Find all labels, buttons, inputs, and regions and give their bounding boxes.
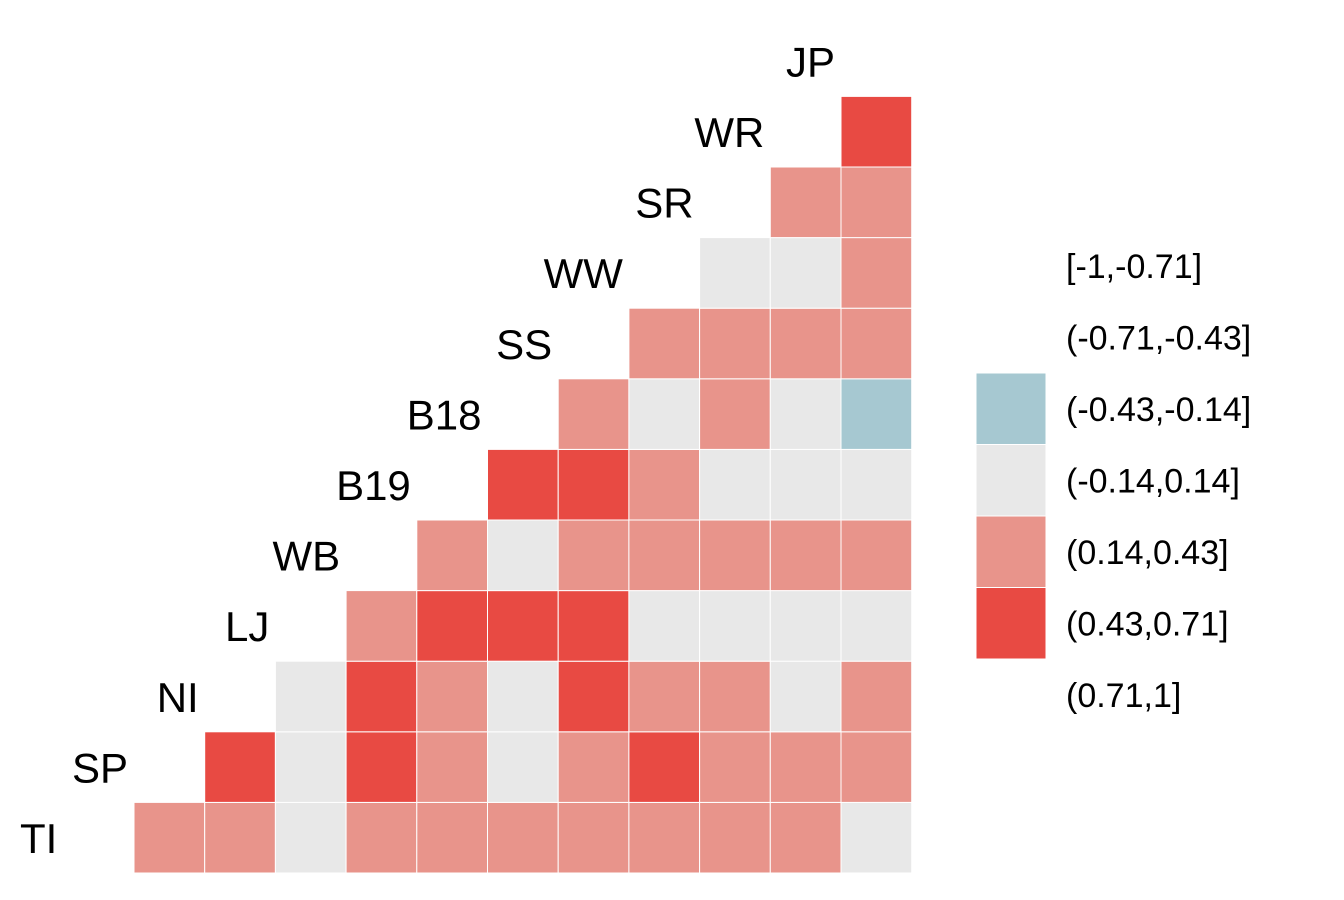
heatmap-cell-SS-TI xyxy=(557,801,630,874)
legend-swatch-3 xyxy=(975,444,1047,517)
variable-label-lj: LJ xyxy=(225,603,269,650)
variable-label-sr: SR xyxy=(635,180,693,227)
heatmap-cell-B19-LJ xyxy=(416,590,488,662)
heatmap-cell-B18-B19 xyxy=(487,448,559,521)
heatmap-cell-LJ-SP xyxy=(274,731,347,803)
heatmap-cell-WW-TI xyxy=(628,801,701,874)
heatmap-cell-JP-WB xyxy=(840,519,913,592)
heatmap-cell-JP-NI xyxy=(840,660,913,733)
legend-swatch-5 xyxy=(975,587,1047,660)
heatmap-cell-WR-SS xyxy=(769,307,842,380)
variable-label-wb: WB xyxy=(272,533,340,580)
heatmap-cell-SR-LJ xyxy=(699,590,771,662)
heatmap-cell-SR-TI xyxy=(699,801,771,874)
heatmap-cell-SS-SP xyxy=(557,731,630,803)
heatmap-cell-B19-NI xyxy=(416,660,488,733)
heatmap-cell-JP-LJ xyxy=(840,590,913,662)
heatmap-cell-SR-WB xyxy=(699,519,771,592)
heatmap-cell-SR-B18 xyxy=(699,378,771,450)
legend: [-1,-0.71] (-0.71,-0.43] (-0.43,-0.14] (-0.… xyxy=(975,248,1251,715)
heatmap-cell-JP-SS xyxy=(840,307,913,380)
heatmap-cell-WB-NI xyxy=(345,660,418,733)
heatmap-cell-WR-WW xyxy=(769,237,842,309)
legend-label-5: (0.43,0.71] xyxy=(1066,605,1229,643)
heatmap-cell-WR-B18 xyxy=(769,378,842,450)
heatmap-cell-JP-WR xyxy=(840,95,913,168)
heatmap-cell-WR-B19 xyxy=(769,448,842,521)
heatmap-cell-WW-NI xyxy=(628,660,701,733)
variable-label-wr: WR xyxy=(694,109,764,156)
legend-label-1: (-0.71,-0.43] xyxy=(1066,319,1251,357)
heatmap-cell-JP-SP xyxy=(840,731,913,803)
heatmap-cell-JP-B19 xyxy=(840,448,913,521)
heatmap-cell-WR-SR xyxy=(769,166,842,239)
heatmap-cell-WW-SS xyxy=(628,307,701,380)
heatmap-cell-WW-LJ xyxy=(628,590,701,662)
variable-label-b18: B18 xyxy=(407,391,482,438)
heatmap-cell-WR-WB xyxy=(769,519,842,592)
heatmap-cell-WR-SP xyxy=(769,731,842,803)
heatmap-cell-B18-NI xyxy=(487,660,559,733)
heatmap-cells xyxy=(133,95,913,874)
variable-label-sp: SP xyxy=(72,744,128,791)
heatmap-cell-WB-SP xyxy=(345,731,418,803)
heatmap-cell-B18-TI xyxy=(487,801,559,874)
variable-label-jp: JP xyxy=(786,38,835,85)
legend-label-3: (-0.14,0.14] xyxy=(1066,462,1240,500)
variable-label-ss: SS xyxy=(496,321,552,368)
heatmap-cell-SS-NI xyxy=(557,660,630,733)
legend-label-2: (-0.43,-0.14] xyxy=(1066,391,1251,429)
heatmap-cell-SR-SP xyxy=(699,731,771,803)
heatmap-cell-SR-B19 xyxy=(699,448,771,521)
heatmap-cell-SS-LJ xyxy=(557,590,630,662)
heatmap-cell-LJ-TI xyxy=(274,801,347,874)
heatmap-cell-WB-TI xyxy=(345,801,418,874)
heatmap-cell-SS-WB xyxy=(557,519,630,592)
heatmap-cell-NI-TI xyxy=(204,801,276,874)
variable-label-b19: B19 xyxy=(336,462,411,509)
heatmap-cell-WW-WB xyxy=(628,519,701,592)
heatmap-cell-SS-B19 xyxy=(557,448,630,521)
heatmap-cell-WB-LJ xyxy=(345,590,418,662)
heatmap-cell-SP-TI xyxy=(133,801,206,874)
heatmap-cell-JP-SR xyxy=(840,166,913,239)
legend-label-6: (0.71,1] xyxy=(1066,677,1181,715)
legend-label-4: (0.14,0.43] xyxy=(1066,534,1229,572)
heatmap-cell-SR-NI xyxy=(699,660,771,733)
heatmap-cell-WR-NI xyxy=(769,660,842,733)
legend-label-0: [-1,-0.71] xyxy=(1066,248,1202,286)
legend-swatch-4 xyxy=(975,515,1047,588)
heatmap-cell-JP-B18 xyxy=(840,378,913,450)
heatmap-cell-WR-LJ xyxy=(769,590,842,662)
heatmap-cell-NI-SP xyxy=(204,731,276,803)
heatmap-cell-WW-B19 xyxy=(628,448,701,521)
heatmap-cell-B18-LJ xyxy=(487,590,559,662)
heatmap-cell-JP-WW xyxy=(840,237,913,309)
heatmap-cell-WW-SP xyxy=(628,731,701,803)
heatmap-cell-SR-WW xyxy=(699,237,771,309)
heatmap-cell-B19-WB xyxy=(416,519,488,592)
heatmap-cell-SR-SS xyxy=(699,307,771,380)
variable-label-ni: NI xyxy=(157,674,199,721)
variable-label-ti: TI xyxy=(20,815,57,862)
heatmap-cell-WR-TI xyxy=(769,801,842,874)
heatmap-cell-LJ-NI xyxy=(274,660,347,733)
legend-swatch-2 xyxy=(975,372,1047,445)
variable-label-ww: WW xyxy=(544,250,624,297)
heatmap-cell-B18-SP xyxy=(487,731,559,803)
heatmap-cell-B19-SP xyxy=(416,731,488,803)
heatmap-cell-JP-TI xyxy=(840,801,913,874)
heatmap-cell-B19-TI xyxy=(416,801,488,874)
heatmap-cell-B18-WB xyxy=(487,519,559,592)
heatmap-cell-WW-B18 xyxy=(628,378,701,450)
heatmap-cell-SS-B18 xyxy=(557,378,630,450)
